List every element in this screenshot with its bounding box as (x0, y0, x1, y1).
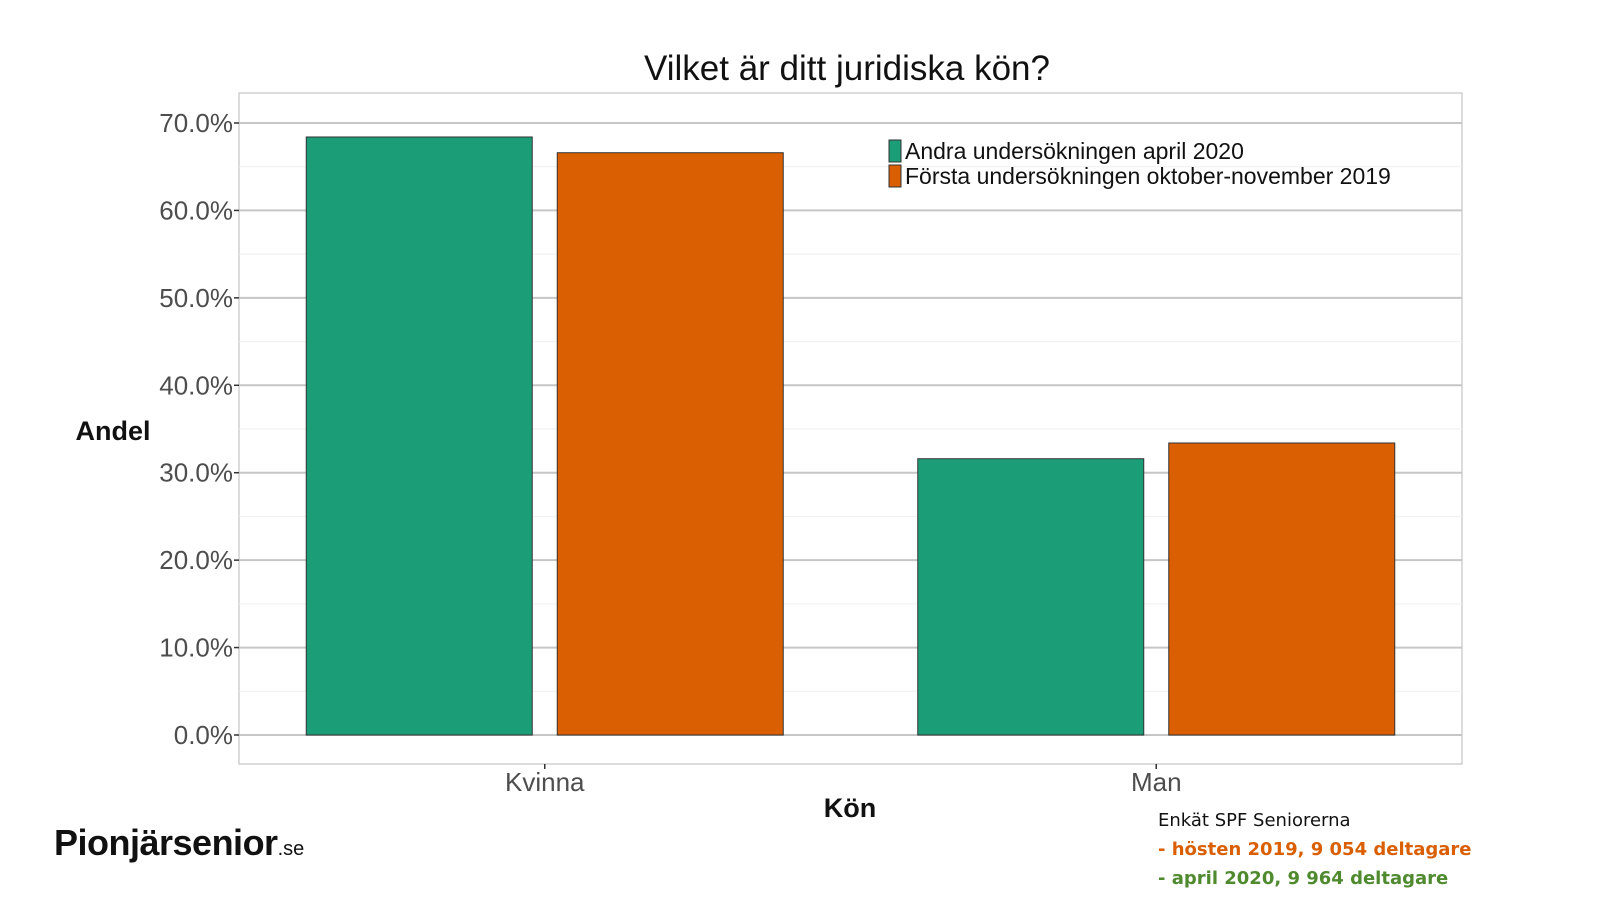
x-axis-label: Kön (824, 793, 876, 823)
y-tick-label: 60.0% (159, 195, 233, 225)
bar-man-series-1 (917, 458, 1145, 736)
bars (305, 136, 1396, 736)
y-axis-ticks: 0.0% 10.0% 20.0% 30.0% 40.0% 50.0% 60.0% 70.0% (159, 108, 239, 750)
logo-main: Pionjärsenior (54, 822, 278, 863)
x-tick-label: Man (1131, 767, 1182, 797)
logo: Pionjärsenior.se (54, 822, 304, 864)
source-note: Enkät SPF Seniorerna - hösten 2019, 9 05… (1158, 806, 1472, 893)
y-tick-label: 70.0% (159, 108, 233, 138)
bar-kvinna-series-1 (305, 136, 533, 736)
x-axis-ticks: Kvinna Man (505, 764, 1182, 797)
legend-label: Andra undersökningen april 2020 (905, 138, 1244, 164)
y-tick-label: 30.0% (159, 458, 233, 488)
y-tick-label: 10.0% (159, 633, 233, 663)
legend-swatch (888, 139, 902, 163)
bar-kvinna-series-2 (556, 152, 784, 736)
y-tick-label: 50.0% (159, 283, 233, 313)
legend-swatch (888, 164, 902, 188)
source-line-3: - april 2020, 9 964 deltagare (1158, 868, 1449, 889)
legend-label: Första undersökningen oktober-november 2… (905, 163, 1391, 189)
chart-title: Vilket är ditt juridiska kön? (644, 49, 1050, 88)
source-line-1: Enkät SPF Seniorerna (1158, 810, 1351, 831)
y-tick-label: 40.0% (159, 370, 233, 400)
y-tick-label: 0.0% (174, 720, 233, 750)
x-tick-label: Kvinna (505, 767, 585, 797)
y-tick-label: 20.0% (159, 545, 233, 575)
bar-man-series-2 (1168, 442, 1396, 736)
y-axis-label: Andel (75, 416, 150, 446)
logo-suffix: .se (277, 838, 305, 860)
source-line-2: - hösten 2019, 9 054 deltagare (1158, 839, 1472, 860)
